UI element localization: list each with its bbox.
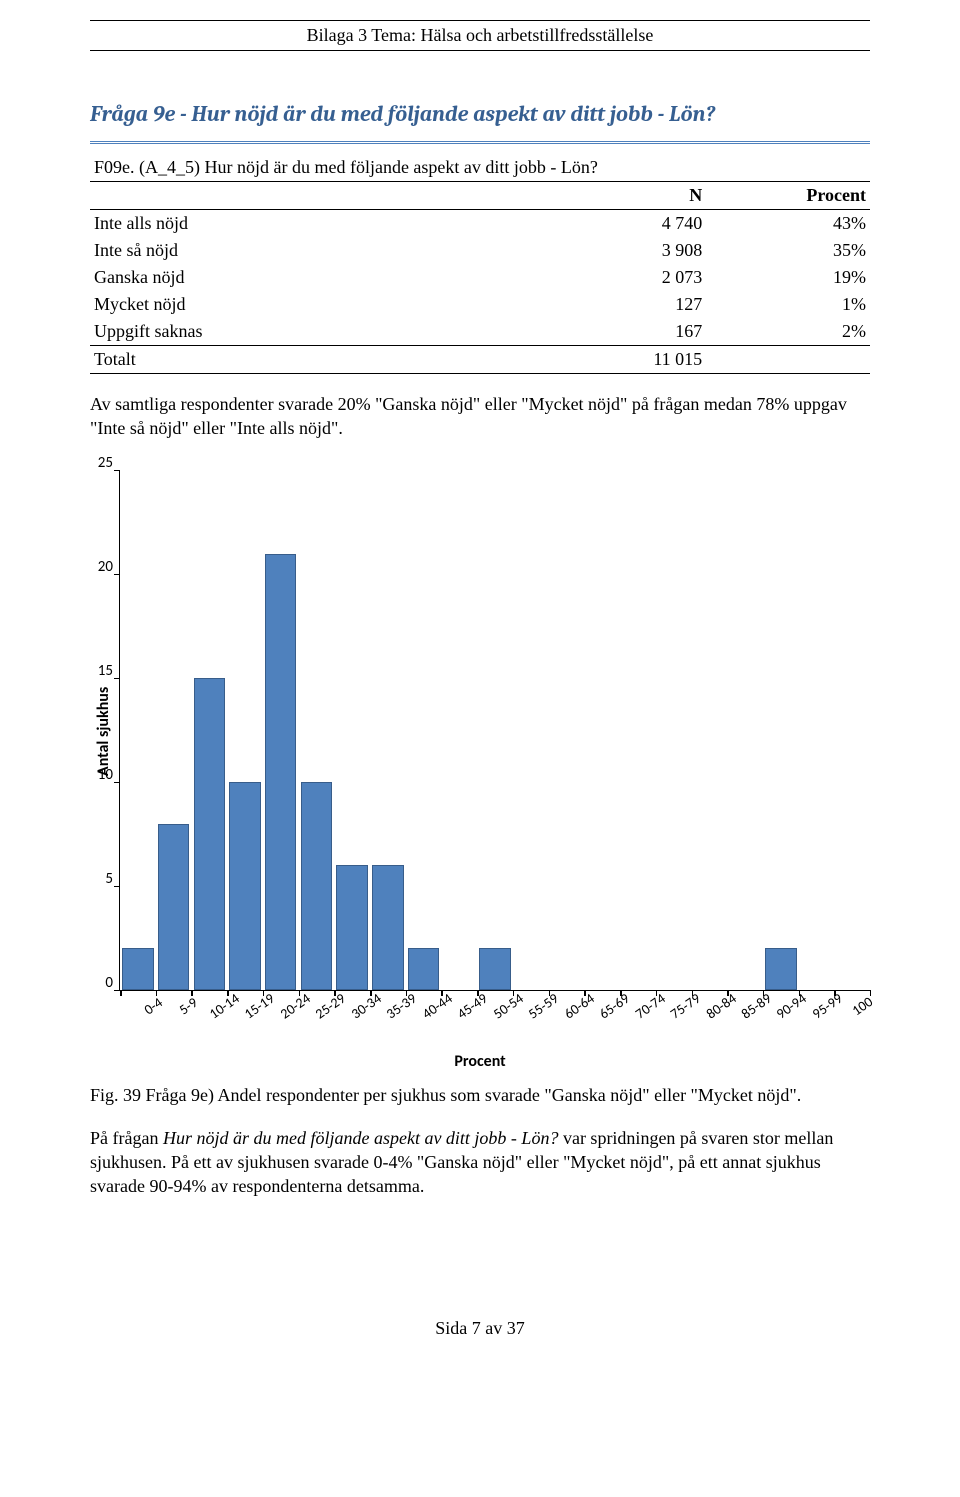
bar <box>194 678 225 989</box>
header-rule-bottom <box>90 50 870 51</box>
bar-slot <box>477 471 513 990</box>
bar-slot <box>692 471 728 990</box>
table-cell-p: 19% <box>706 264 870 291</box>
x-spacer-ticks <box>113 991 125 1018</box>
table-caption-row: F09e. (A_4_5) Hur nöjd är du med följand… <box>90 154 870 182</box>
page-header: Bilaga 3 Tema: Hälsa och arbetstillfreds… <box>90 23 870 48</box>
bar-slot <box>513 471 549 990</box>
y-tick-mark <box>114 782 120 784</box>
figure-caption: Fig. 39 Fråga 9e) Andel respondenter per… <box>90 1085 870 1106</box>
histogram-chart: Antal sjukhus 2520151050 . 0-45-910-1415… <box>90 471 870 1071</box>
bar-slot <box>299 471 335 990</box>
bar-slot <box>191 471 227 990</box>
bar-slot <box>334 471 370 990</box>
table-header-blank <box>90 182 542 210</box>
table-caption: F09e. (A_4_5) Hur nöjd är du med följand… <box>90 154 870 182</box>
paragraph-2: På frågan Hur nöjd är du med följande as… <box>90 1126 870 1199</box>
table-row: Uppgift saknas1672% <box>90 318 870 346</box>
bar-slot <box>263 471 299 990</box>
y-tick-mark <box>114 678 120 680</box>
bar-slot <box>120 471 156 990</box>
bar <box>229 782 260 990</box>
table-cell-n: 2 073 <box>542 264 706 291</box>
x-axis-ticks: 0-45-910-1415-1920-2425-2930-3435-3940-4… <box>125 991 870 1018</box>
data-table: F09e. (A_4_5) Hur nöjd är du med följand… <box>90 154 870 374</box>
bar-slot <box>156 471 192 990</box>
y-axis-label: Antal sjukhus <box>90 471 113 991</box>
bar <box>158 824 189 990</box>
table-cell-n: 167 <box>542 318 706 346</box>
bar-slot <box>620 471 656 990</box>
table-row: Mycket nöjd1271% <box>90 291 870 318</box>
title-rule-top <box>90 141 870 142</box>
chart-plot-area <box>119 471 870 991</box>
table-cell-label: Inte så nöjd <box>90 237 542 264</box>
table-header-p: Procent <box>706 182 870 210</box>
para2-pre: På frågan <box>90 1128 163 1148</box>
table-row: Inte så nöjd3 90835% <box>90 237 870 264</box>
bar-slot <box>370 471 406 990</box>
table-cell-p: 1% <box>706 291 870 318</box>
bar-slot <box>549 471 585 990</box>
table-cell-n: 127 <box>542 291 706 318</box>
table-total-row: Totalt 11 015 <box>90 346 870 374</box>
bar-slot <box>441 471 477 990</box>
table-cell-p: 2% <box>706 318 870 346</box>
title-rule-bottom <box>90 143 870 144</box>
bar <box>479 948 510 990</box>
question-title: Fråga 9e - Hur nöjd är du med följande a… <box>90 101 870 127</box>
bar-slot <box>799 471 835 990</box>
table-header-row: N Procent <box>90 182 870 210</box>
bar <box>408 948 439 990</box>
table-cell-label: Ganska nöjd <box>90 264 542 291</box>
y-tick-mark <box>114 574 120 576</box>
table-total-p <box>706 346 870 374</box>
paragraph-1: Av samtliga respondenter svarade 20% "Ga… <box>90 392 870 441</box>
table-total-n: 11 015 <box>542 346 706 374</box>
table-total-label: Totalt <box>90 346 542 374</box>
x-tick-mark <box>120 990 122 996</box>
bar <box>372 865 403 990</box>
x-axis-label: Procent <box>90 1052 870 1071</box>
bar-slot <box>763 471 799 990</box>
table-row: Inte alls nöjd4 74043% <box>90 210 870 238</box>
y-tick-mark <box>114 990 120 992</box>
page-footer: Sida 7 av 37 <box>90 1318 870 1339</box>
bar-slot <box>584 471 620 990</box>
bar-slot <box>727 471 763 990</box>
table-cell-n: 3 908 <box>542 237 706 264</box>
bar-slot <box>406 471 442 990</box>
para2-italic: Hur nöjd är du med följande aspekt av di… <box>163 1128 558 1148</box>
y-tick-mark <box>114 886 120 888</box>
y-tick-mark <box>114 470 120 472</box>
bar <box>336 865 367 990</box>
table-cell-label: Inte alls nöjd <box>90 210 542 238</box>
bar <box>265 554 296 990</box>
table-header-n: N <box>542 182 706 210</box>
table-cell-p: 35% <box>706 237 870 264</box>
table-cell-p: 43% <box>706 210 870 238</box>
table-row: Ganska nöjd2 07319% <box>90 264 870 291</box>
table-cell-label: Uppgift saknas <box>90 318 542 346</box>
table-cell-label: Mycket nöjd <box>90 291 542 318</box>
bar-slot <box>834 471 870 990</box>
bar-slot <box>656 471 692 990</box>
header-rule-top <box>90 20 870 21</box>
table-cell-n: 4 740 <box>542 210 706 238</box>
bar <box>122 948 153 990</box>
bar <box>301 782 332 990</box>
bar-slot <box>227 471 263 990</box>
